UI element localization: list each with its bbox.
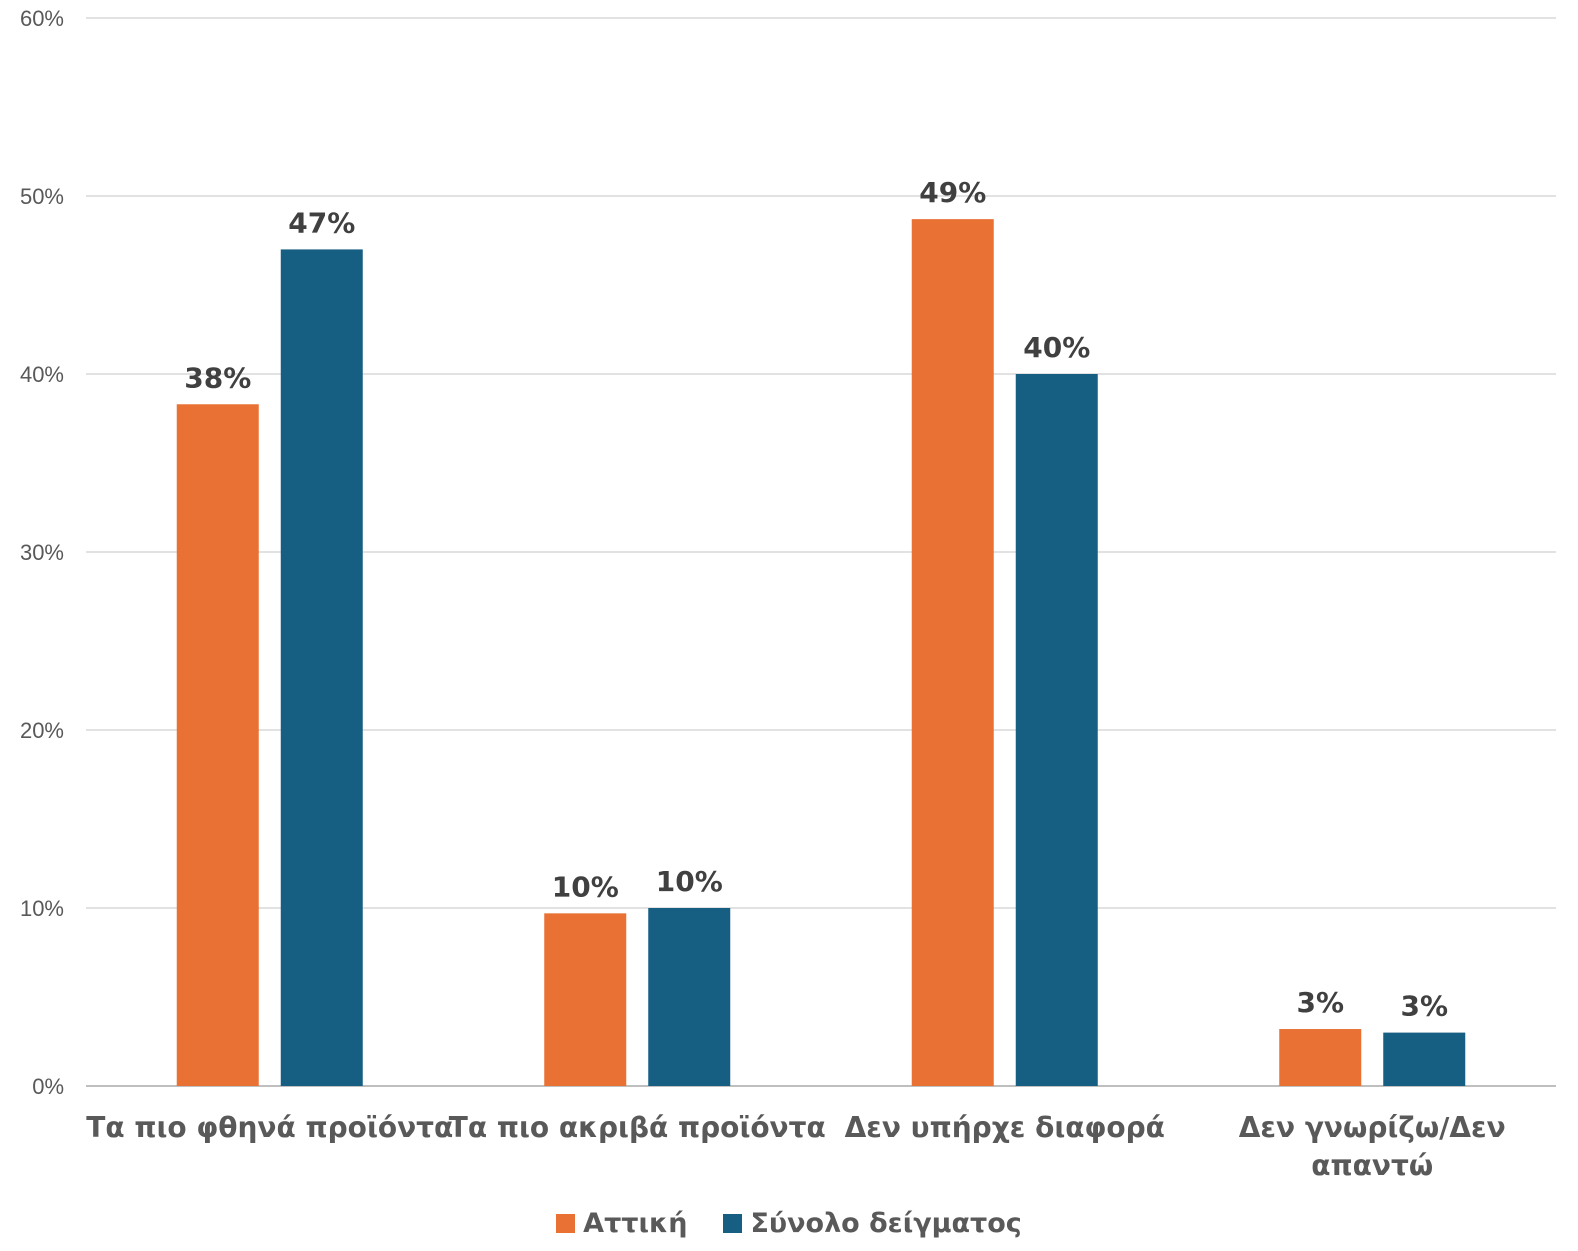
bar bbox=[544, 913, 627, 1086]
data-label: 10% bbox=[552, 870, 619, 903]
y-axis: 0% 10% 20% 30% 40% 50% 60% bbox=[20, 6, 64, 1099]
y-tick-label: 10% bbox=[20, 896, 64, 921]
x-tick-label: Δεν υπήρχε διαφορά bbox=[845, 1111, 1165, 1144]
legend-label: Σύνολο δείγματος bbox=[750, 1208, 1022, 1239]
legend-swatch bbox=[723, 1214, 743, 1233]
bar bbox=[911, 219, 994, 1086]
bar bbox=[1015, 374, 1098, 1086]
data-label: 38% bbox=[184, 361, 251, 394]
legend-label: Αττική bbox=[583, 1208, 688, 1239]
legend-item: Αττική bbox=[556, 1208, 687, 1239]
data-label: 3% bbox=[1400, 990, 1448, 1023]
bar bbox=[1279, 1029, 1362, 1086]
bar bbox=[1383, 1032, 1466, 1086]
data-label: 3% bbox=[1296, 986, 1344, 1019]
bar bbox=[176, 404, 259, 1086]
legend-swatch bbox=[556, 1214, 576, 1233]
x-tick-label: απαντώ bbox=[1311, 1149, 1433, 1182]
data-label: 49% bbox=[919, 176, 986, 209]
x-tick-label: Τα πιο ακριβά προϊόντα bbox=[449, 1111, 826, 1144]
x-tick-label: Τα πιο φθηνά προϊόντα bbox=[86, 1111, 453, 1144]
y-tick-label: 30% bbox=[20, 540, 64, 565]
y-tick-label: 50% bbox=[20, 184, 64, 209]
data-label: 10% bbox=[656, 865, 723, 898]
x-tick-label: Δεν γνωρίζω/Δεν bbox=[1239, 1111, 1506, 1144]
legend: Αττική Σύνολο δείγματος bbox=[0, 1208, 1578, 1239]
bars bbox=[176, 219, 1466, 1086]
bar bbox=[648, 908, 731, 1086]
data-labels: 38% 47% 10% 10% 49% 40% 3% 3% bbox=[184, 176, 1448, 1022]
legend-item: Σύνολο δείγματος bbox=[723, 1208, 1022, 1239]
data-label: 47% bbox=[288, 206, 355, 239]
y-tick-label: 0% bbox=[32, 1074, 64, 1099]
data-label: 40% bbox=[1023, 331, 1090, 364]
y-tick-label: 60% bbox=[20, 6, 64, 31]
bar bbox=[280, 249, 363, 1086]
y-tick-label: 20% bbox=[20, 718, 64, 743]
y-tick-label: 40% bbox=[20, 362, 64, 387]
